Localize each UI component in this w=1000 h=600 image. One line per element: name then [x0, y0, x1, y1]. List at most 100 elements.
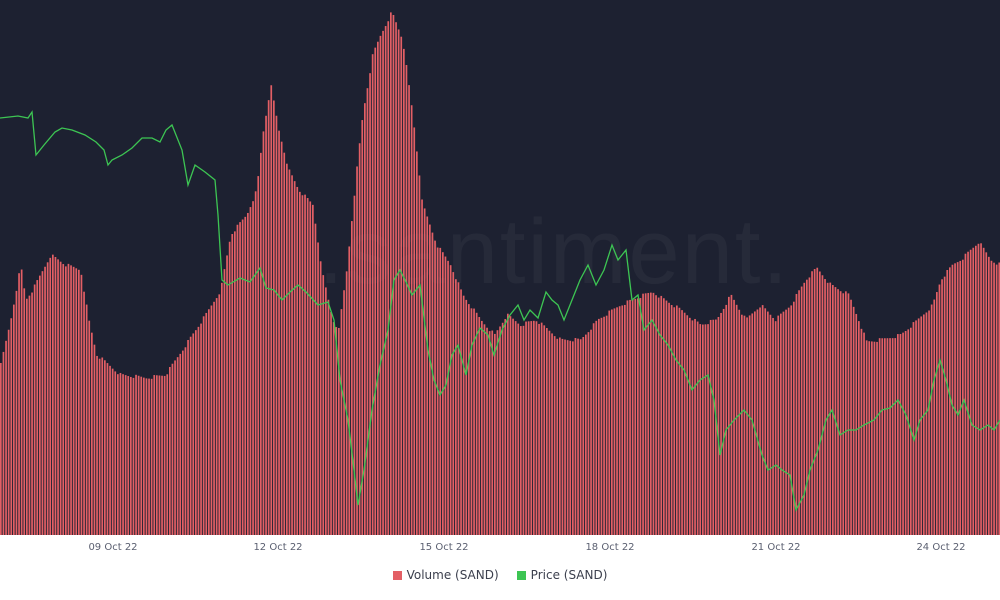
legend-label-price: Price (SAND)	[530, 568, 608, 582]
volume-bar	[400, 36, 403, 535]
volume-bar	[772, 317, 774, 535]
volume-bar	[26, 298, 28, 535]
x-tick-label: 12 Oct 22	[253, 542, 303, 553]
volume-bar	[845, 291, 847, 535]
volume-bar	[746, 317, 748, 535]
volume-bar	[826, 282, 829, 535]
volume-bar	[777, 315, 780, 535]
volume-bar	[761, 305, 764, 535]
volume-bar	[964, 253, 967, 535]
volume-bar	[57, 259, 59, 535]
x-axis: 09 Oct 22 12 Oct 22 15 Oct 22 18 Oct 22 …	[0, 535, 1000, 560]
volume-bar	[15, 290, 18, 535]
volume-bar	[832, 285, 834, 535]
volume-bar	[145, 378, 148, 535]
volume-bar	[137, 375, 140, 535]
volume-bar	[676, 305, 678, 535]
volume-bar	[10, 318, 13, 535]
volume-bar	[322, 275, 325, 535]
volume-bar	[572, 341, 574, 535]
volume-bar	[143, 377, 145, 535]
volume-bar	[644, 293, 647, 535]
volume-bar	[421, 199, 423, 535]
volume-bar	[980, 243, 982, 535]
volume-bar	[696, 321, 699, 535]
volume-bar	[23, 288, 26, 535]
volume-bar	[884, 338, 886, 535]
volume-bar	[517, 323, 520, 535]
volume-bar	[894, 338, 897, 535]
volume-bar	[574, 338, 577, 535]
volume-bar	[564, 339, 566, 535]
volume-bar	[252, 201, 254, 535]
volume-bar	[215, 298, 218, 535]
volume-bar	[353, 195, 356, 535]
volume-bar	[603, 316, 605, 535]
volume-bar	[977, 243, 980, 535]
volume-bar	[681, 310, 683, 535]
volume-bar	[392, 15, 395, 535]
volume-bar	[702, 324, 704, 535]
volume-bar	[158, 375, 161, 535]
volume-bar	[522, 325, 525, 535]
volume-bar	[889, 338, 891, 535]
volume-bar	[481, 320, 483, 535]
x-tick-label: 15 Oct 22	[419, 542, 469, 553]
volume-bar	[798, 290, 800, 535]
volume-bar	[670, 305, 673, 535]
volume-bar	[559, 337, 561, 535]
volume-bar	[460, 289, 462, 535]
volume-bar	[988, 256, 990, 535]
volume-bar	[2, 351, 5, 535]
volume-bar	[257, 176, 260, 535]
volume-bar	[75, 268, 78, 535]
volume-bar	[72, 266, 75, 535]
volume-bar	[956, 262, 959, 535]
volume-bar	[96, 355, 98, 535]
volume-bar	[733, 299, 735, 535]
volume-bar	[231, 234, 234, 535]
volume-bar	[728, 296, 730, 535]
volume-bar	[176, 357, 179, 535]
volume-bar	[338, 328, 340, 535]
volume-bar	[210, 305, 213, 535]
volume-bar	[642, 293, 644, 535]
volume-bar	[361, 120, 364, 535]
volume-bar	[197, 326, 200, 535]
volume-bar	[101, 357, 104, 535]
volume-bar	[262, 131, 265, 535]
volume-bar	[200, 323, 202, 535]
volume-bar	[286, 163, 288, 535]
volume-bar	[439, 247, 442, 535]
volume-bar	[847, 293, 850, 535]
volume-bar	[247, 212, 249, 535]
volume-bar	[998, 262, 1000, 535]
legend-item-volume[interactable]: Volume (SAND)	[392, 568, 499, 582]
volume-swatch-icon	[392, 570, 402, 580]
volume-bar	[241, 219, 244, 535]
volume-bar	[54, 256, 57, 535]
x-tick-label: 09 Oct 22	[88, 542, 138, 553]
volume-bar	[954, 263, 956, 535]
volume-bar	[111, 368, 114, 535]
volume-bar	[985, 252, 988, 535]
chart-legend: Volume (SAND) Price (SAND)	[0, 568, 1000, 582]
volume-bar	[790, 305, 793, 535]
volume-bar	[600, 317, 603, 535]
volume-bar	[202, 316, 205, 535]
volume-bar	[429, 224, 431, 535]
volume-bar	[494, 333, 496, 535]
volume-bar	[304, 194, 306, 535]
volume-bar	[20, 269, 23, 535]
volume-bar	[109, 365, 111, 535]
legend-item-price[interactable]: Price (SAND)	[516, 568, 608, 582]
volume-bar	[839, 291, 842, 535]
volume-bar	[626, 300, 629, 535]
volume-bar	[899, 334, 902, 535]
volume-bar	[387, 21, 390, 535]
volume-bar	[405, 65, 408, 535]
volume-bar	[278, 130, 280, 535]
volume-bar	[332, 322, 335, 535]
volume-bar	[735, 304, 738, 535]
volume-bar	[244, 216, 247, 535]
